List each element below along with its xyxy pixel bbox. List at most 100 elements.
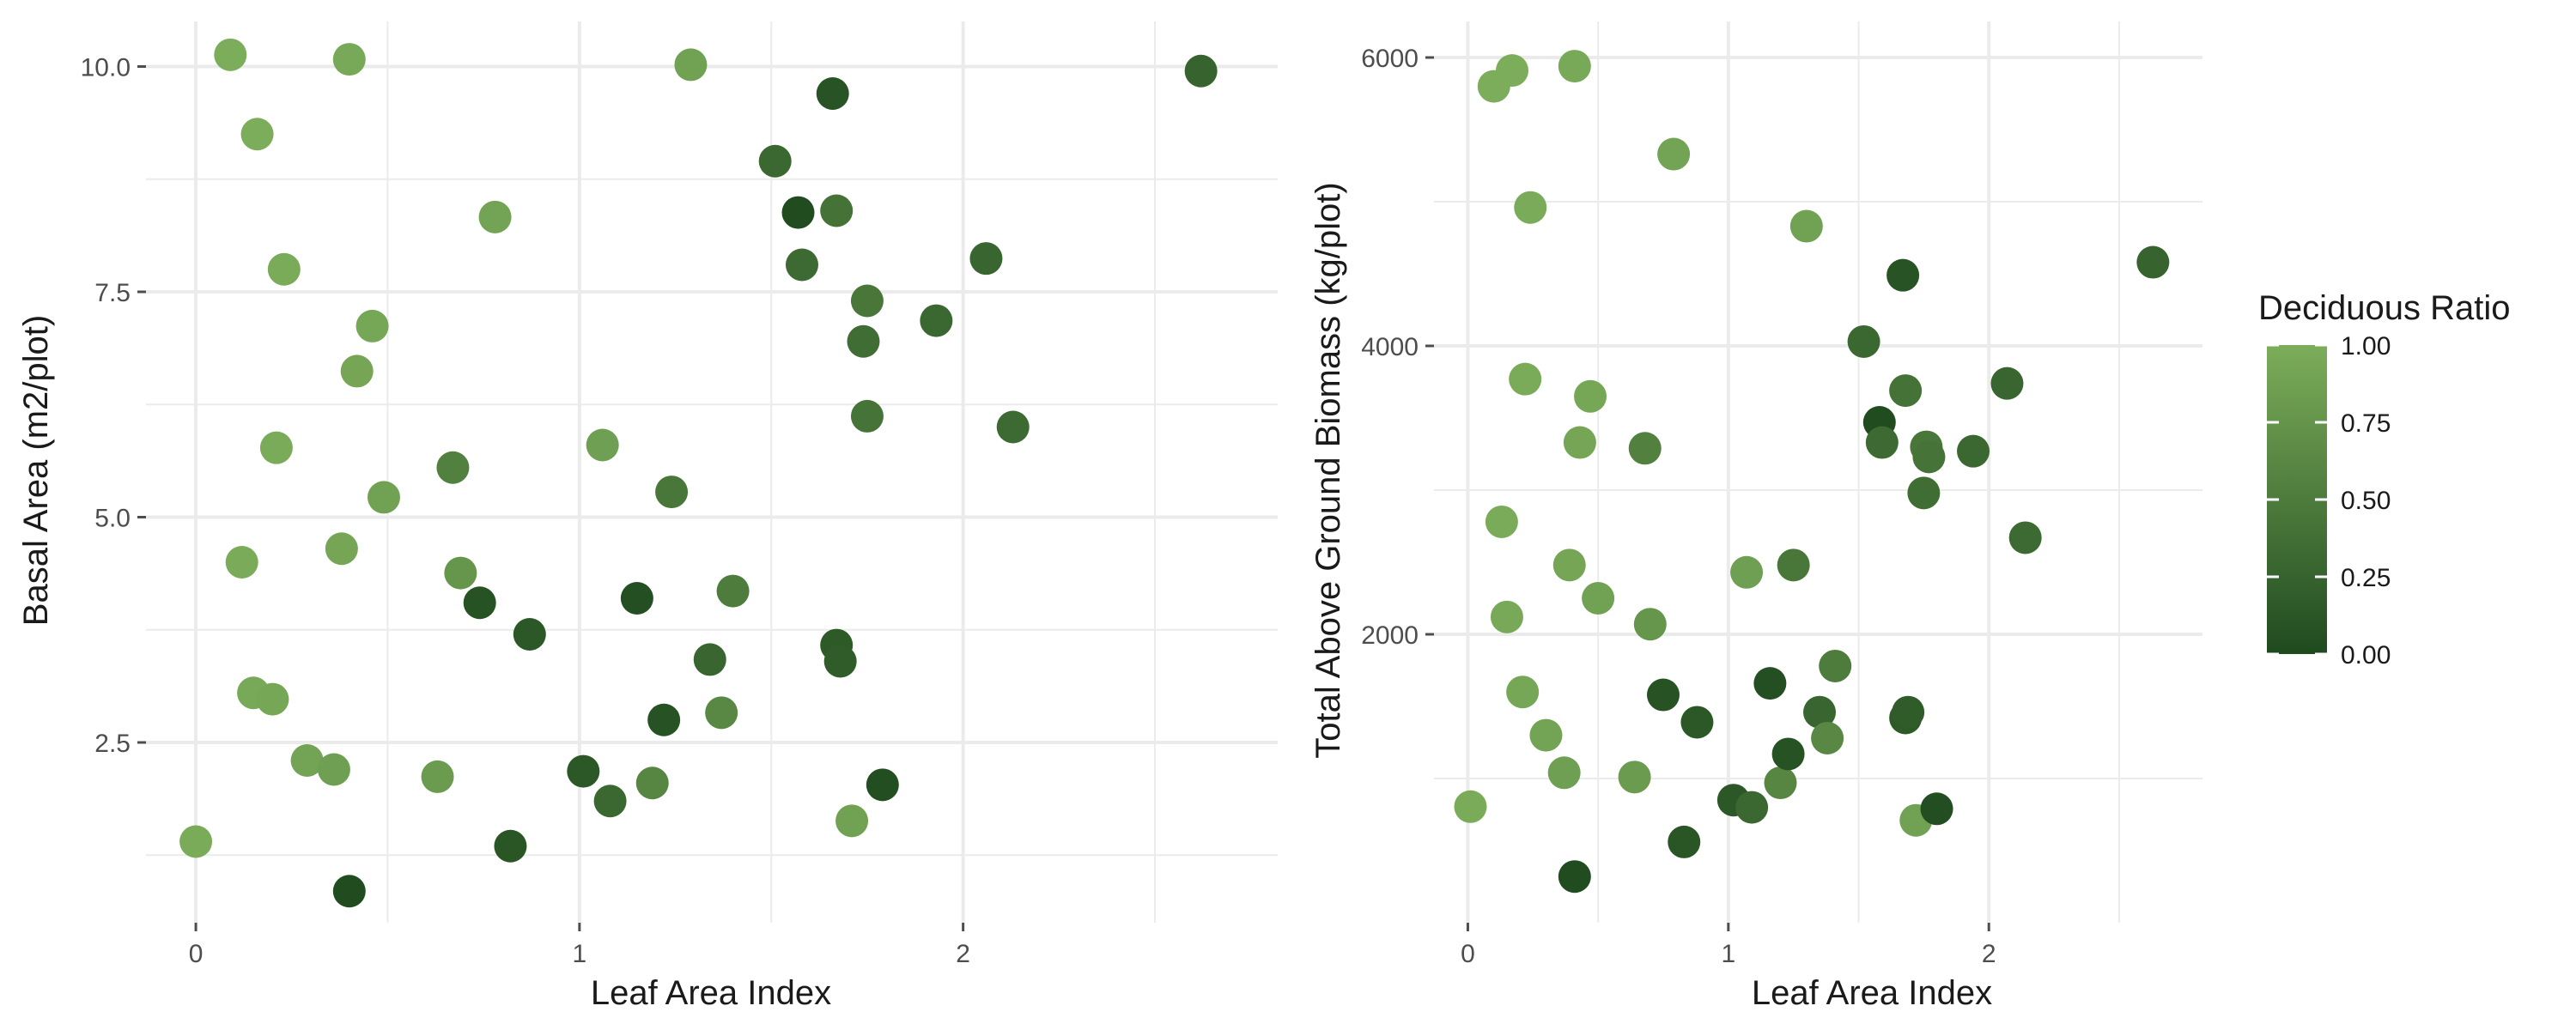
left-data-point xyxy=(421,760,454,793)
right-data-point xyxy=(1646,678,1680,712)
right-data-point xyxy=(1889,374,1923,408)
right-y-tick-label: 2000 xyxy=(1361,621,1419,650)
left-data-point xyxy=(267,252,301,286)
left-data-point xyxy=(332,875,366,908)
left-data-point xyxy=(758,144,792,178)
left-data-point xyxy=(781,196,815,229)
left-y-axis-title: Basal Area (m2/plot) xyxy=(17,315,55,626)
right-data-point xyxy=(1753,667,1787,700)
legend-title: Deciduous Ratio xyxy=(2258,289,2511,327)
left-data-point xyxy=(850,399,884,433)
left-data-point xyxy=(317,753,350,786)
left-data-point xyxy=(240,118,274,151)
right-data-point xyxy=(1529,718,1563,752)
right-data-point xyxy=(1509,362,1542,396)
left-y-tick-label: 5.0 xyxy=(94,505,131,533)
right-data-point xyxy=(1735,791,1769,824)
right-data-point xyxy=(1764,766,1797,800)
left-data-point xyxy=(920,304,953,337)
right-data-point xyxy=(1789,209,1823,243)
left-data-point xyxy=(705,696,738,730)
left-data-point xyxy=(444,556,477,590)
right-data-point xyxy=(1558,860,1591,894)
right-data-point xyxy=(1777,548,1810,582)
left-data-points xyxy=(179,38,1218,908)
right-data-point xyxy=(1547,756,1581,790)
legend-tick-label: 0.25 xyxy=(2341,564,2391,592)
legend-tick-label: 0.00 xyxy=(2341,641,2391,670)
left-data-point xyxy=(620,582,653,615)
left-data-point xyxy=(969,242,1003,276)
left-data-point xyxy=(647,703,681,736)
right-data-point xyxy=(1912,440,1946,474)
left-x-tick-label: 0 xyxy=(189,940,204,968)
left-data-point xyxy=(1184,54,1218,88)
right-data-point xyxy=(1957,434,1990,468)
legend-tick-label: 0.50 xyxy=(2341,487,2391,515)
left-data-point xyxy=(693,643,726,676)
right-y-tick-label: 6000 xyxy=(1361,45,1419,73)
left-major-gridlines xyxy=(146,21,1278,923)
left-data-point xyxy=(463,586,496,620)
left-data-point xyxy=(816,77,849,110)
left-data-point xyxy=(996,410,1030,444)
right-data-point xyxy=(1907,476,1941,510)
left-data-point xyxy=(716,574,750,608)
left-axis-ticks: 0 1 2 2.5 5.0 7.5 10.0 xyxy=(81,54,970,969)
right-data-point xyxy=(1485,505,1518,538)
left-data-point xyxy=(290,744,324,777)
left-y-tick-label: 2.5 xyxy=(94,730,131,758)
color-legend: Deciduous Ratio 1.00 0.75 0.50 0.25 0.00 xyxy=(2258,289,2511,670)
right-y-tick-label: 4000 xyxy=(1361,333,1419,361)
right-data-point xyxy=(1819,649,1852,682)
right-data-point xyxy=(1618,760,1651,794)
right-x-tick-label: 2 xyxy=(1982,940,1996,968)
right-data-point xyxy=(1514,191,1547,224)
right-data-point xyxy=(1490,600,1523,633)
left-x-axis-title: Leaf Area Index xyxy=(591,974,831,1012)
right-x-axis-title: Leaf Area Index xyxy=(1752,974,1992,1012)
right-x-tick-label: 0 xyxy=(1461,940,1475,968)
right-data-point xyxy=(1633,608,1667,641)
legend-tick-label: 0.75 xyxy=(2341,409,2391,438)
right-data-point xyxy=(1506,676,1540,709)
left-data-point xyxy=(674,48,708,82)
left-data-point xyxy=(635,766,669,800)
left-data-point xyxy=(567,754,600,788)
right-data-point xyxy=(1892,695,1925,729)
right-data-point xyxy=(1771,737,1805,771)
left-data-point xyxy=(225,546,258,579)
left-data-point xyxy=(436,451,470,484)
right-data-point xyxy=(1558,50,1591,83)
right-data-point xyxy=(1563,426,1596,459)
right-data-points xyxy=(1454,50,2170,894)
right-axis-ticks: 0 1 2 2000 4000 6000 xyxy=(1361,45,1996,968)
left-data-point xyxy=(835,804,869,838)
right-data-point xyxy=(1730,555,1764,589)
right-data-point xyxy=(1990,367,2024,400)
left-x-tick-label: 2 xyxy=(956,940,970,968)
right-data-point xyxy=(1496,54,1529,88)
right-data-point xyxy=(1628,432,1662,465)
left-data-point xyxy=(655,476,689,509)
left-data-point xyxy=(332,43,366,76)
left-data-point xyxy=(494,829,527,863)
left-data-point xyxy=(850,284,884,318)
right-data-point xyxy=(2136,245,2170,279)
left-y-tick-label: 7.5 xyxy=(94,279,131,307)
left-data-point xyxy=(179,825,213,858)
right-data-point xyxy=(1811,721,1844,754)
left-data-point xyxy=(256,682,289,716)
right-y-axis-title: Total Above Ground Biomass (kg/plot) xyxy=(1309,182,1347,758)
legend-tick-label: 1.00 xyxy=(2341,332,2391,360)
left-y-tick-label: 10.0 xyxy=(81,54,131,82)
right-data-point xyxy=(1886,258,1920,292)
left-scatter-panel: 0 1 2 2.5 5.0 7.5 10.0 Leaf Area Index Basal A… xyxy=(17,21,1278,1012)
right-data-point xyxy=(1680,706,1714,739)
right-data-point xyxy=(1657,137,1691,171)
right-data-point xyxy=(1920,792,1953,826)
left-data-point xyxy=(586,428,619,462)
right-data-point xyxy=(1454,790,1487,823)
right-data-point xyxy=(1574,379,1607,413)
